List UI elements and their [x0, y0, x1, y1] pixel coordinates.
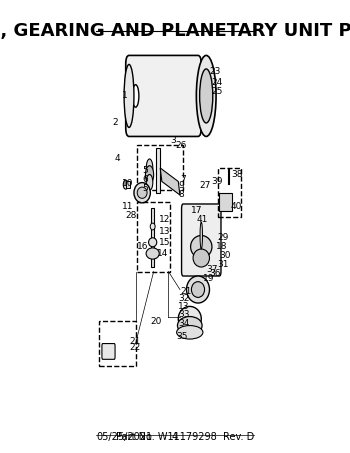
Text: 23: 23	[210, 67, 221, 76]
Ellipse shape	[191, 282, 204, 298]
Ellipse shape	[193, 249, 210, 267]
Text: 05/25/2021: 05/25/2021	[96, 432, 152, 442]
FancyBboxPatch shape	[182, 204, 221, 276]
Text: 38: 38	[231, 170, 242, 179]
Text: 12: 12	[159, 215, 170, 224]
Text: 9: 9	[178, 182, 184, 190]
Ellipse shape	[146, 248, 159, 259]
Ellipse shape	[132, 85, 139, 107]
Text: 1: 1	[122, 92, 128, 101]
Text: 8: 8	[178, 190, 184, 199]
Text: 32: 32	[178, 294, 190, 303]
Text: 24: 24	[211, 78, 222, 87]
Ellipse shape	[191, 236, 212, 258]
FancyBboxPatch shape	[102, 343, 115, 359]
Text: 34: 34	[178, 319, 190, 328]
FancyBboxPatch shape	[126, 181, 130, 188]
Text: 30: 30	[219, 251, 231, 260]
Text: 14: 14	[157, 249, 168, 258]
Ellipse shape	[137, 187, 147, 198]
Text: 18: 18	[216, 242, 228, 251]
Text: 7: 7	[180, 175, 186, 184]
Ellipse shape	[124, 64, 134, 127]
Text: 3: 3	[170, 136, 176, 145]
Text: 41: 41	[196, 215, 208, 224]
Ellipse shape	[177, 317, 202, 335]
Text: 6: 6	[142, 175, 148, 184]
Text: 4: 4	[172, 432, 178, 442]
Ellipse shape	[134, 183, 150, 203]
Ellipse shape	[150, 223, 155, 230]
Text: 28: 28	[126, 211, 137, 220]
Ellipse shape	[178, 306, 201, 331]
Text: 27: 27	[199, 182, 211, 190]
Text: 25: 25	[211, 87, 223, 96]
Text: 20: 20	[150, 317, 162, 326]
Text: 10: 10	[122, 179, 134, 188]
Ellipse shape	[146, 166, 154, 184]
Text: 33: 33	[178, 310, 190, 319]
Text: 2: 2	[113, 118, 118, 127]
FancyBboxPatch shape	[219, 193, 232, 211]
Polygon shape	[160, 168, 180, 195]
Ellipse shape	[148, 238, 157, 247]
Text: 31: 31	[218, 260, 229, 269]
Text: 11: 11	[122, 202, 134, 211]
Text: 26: 26	[175, 141, 186, 150]
Text: 15: 15	[159, 238, 170, 247]
Text: 29: 29	[218, 233, 229, 242]
Ellipse shape	[177, 326, 203, 339]
Ellipse shape	[199, 69, 213, 123]
Ellipse shape	[200, 222, 203, 249]
FancyBboxPatch shape	[151, 208, 154, 267]
Ellipse shape	[196, 55, 216, 136]
Text: 17: 17	[191, 206, 203, 215]
Text: 35: 35	[177, 333, 188, 341]
Text: 16: 16	[137, 242, 149, 251]
Text: 4: 4	[114, 154, 120, 164]
Ellipse shape	[146, 159, 153, 177]
Text: 37: 37	[206, 265, 218, 274]
Text: 5: 5	[142, 166, 148, 175]
Text: 21: 21	[180, 287, 191, 296]
Ellipse shape	[146, 174, 153, 190]
Ellipse shape	[123, 180, 128, 189]
Text: 13: 13	[178, 302, 190, 311]
Text: 22: 22	[129, 342, 140, 352]
Text: 21: 21	[129, 337, 140, 346]
Ellipse shape	[187, 276, 210, 303]
Text: 39: 39	[211, 177, 223, 186]
Text: 36: 36	[210, 269, 221, 278]
Text: 19: 19	[203, 274, 215, 283]
FancyBboxPatch shape	[156, 148, 160, 193]
Text: 5: 5	[142, 184, 148, 193]
Text: Part No. W11179298  Rev. D: Part No. W11179298 Rev. D	[116, 432, 254, 442]
Text: 40: 40	[231, 202, 242, 211]
FancyBboxPatch shape	[126, 55, 201, 136]
Text: 13: 13	[159, 226, 170, 236]
Text: CASE, GEARING AND PLANETARY UNIT PARTS: CASE, GEARING AND PLANETARY UNIT PARTS	[0, 22, 350, 40]
